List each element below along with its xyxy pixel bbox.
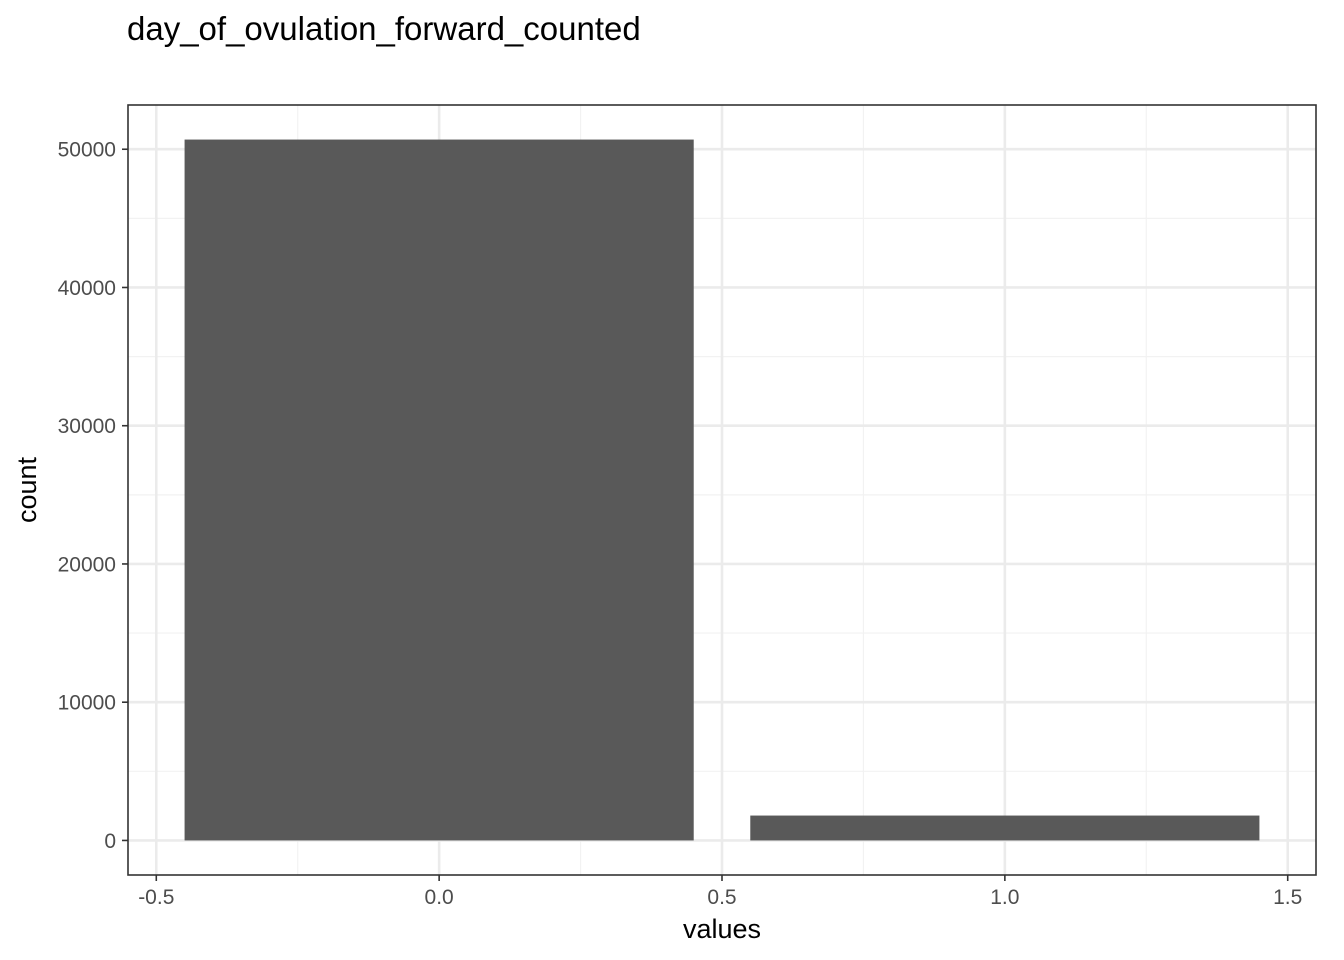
chart-title: day_of_ovulation_forward_counted — [127, 10, 641, 47]
x-tick-label: 0.0 — [425, 886, 454, 909]
x-axis-title: values — [683, 914, 761, 944]
y-tick-label: 10000 — [58, 692, 116, 715]
x-tick-label: -0.5 — [138, 886, 174, 909]
y-tick-label: 30000 — [58, 415, 116, 438]
y-tick-label: 50000 — [58, 139, 116, 162]
bar — [184, 139, 694, 841]
bars — [184, 139, 1260, 841]
x-tick-label: 0.5 — [707, 886, 736, 909]
x-tick-label: 1.5 — [1273, 886, 1302, 909]
x-tick-label: 1.0 — [990, 886, 1019, 909]
y-tick-label: 40000 — [58, 277, 116, 300]
x-axis: -0.5 0.0 0.5 1.0 1.5 — [138, 875, 1302, 909]
bar — [750, 815, 1260, 841]
y-axis: 0 10000 20000 30000 40000 50000 — [58, 139, 128, 853]
y-tick-label: 20000 — [58, 553, 116, 576]
y-axis-title: count — [12, 456, 42, 523]
y-tick-label: 0 — [104, 830, 116, 853]
